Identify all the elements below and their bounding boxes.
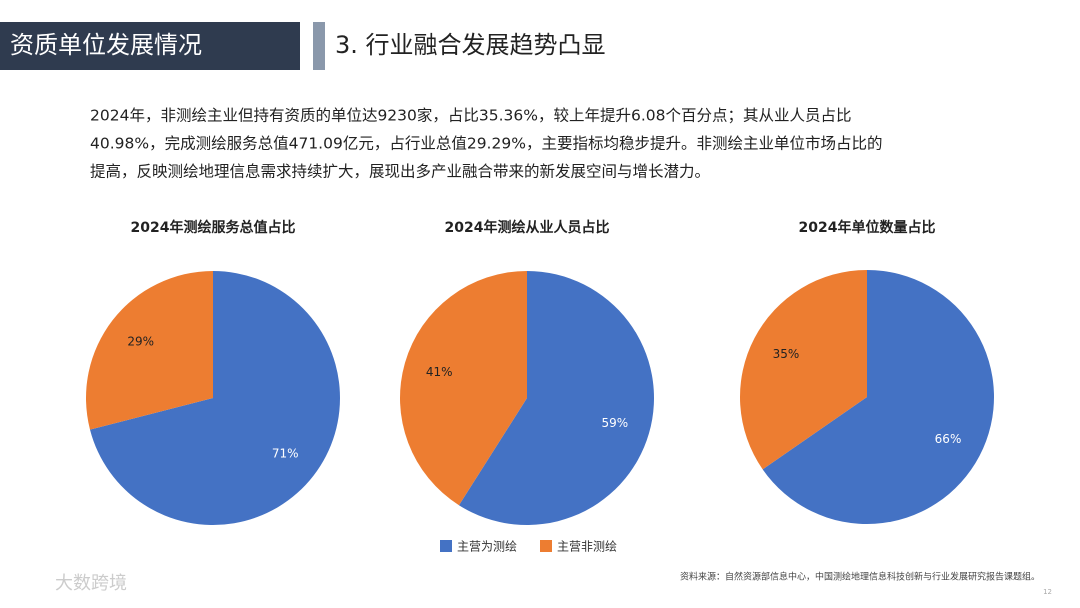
- paragraph-line: 40.98%，完成测绘服务总值471.09亿元，占行业总值29.29%，主要指标…: [90, 135, 882, 153]
- chart-title: 2024年测绘服务总值占比: [131, 219, 296, 236]
- paragraph-line: 提高，反映测绘地理信息需求持续扩大，展现出多产业融合带来的新发展空间与增长潜力。: [90, 163, 710, 181]
- data-label: 59%: [601, 416, 628, 430]
- data-label: 71%: [272, 447, 299, 461]
- pie-slice: [762, 270, 994, 524]
- legend-swatch: [540, 540, 552, 552]
- pie-slice: [740, 270, 867, 470]
- data-label: 41%: [426, 365, 453, 379]
- pie-slice: [400, 271, 527, 506]
- section-label: 资质单位发展情况: [10, 31, 202, 59]
- data-label: 66%: [935, 432, 962, 446]
- watermark: 大数跨境: [55, 573, 127, 594]
- source-note: 资料来源：自然资源部信息中心，中国测绘地理信息科技创新与行业发展研究报告课题组。: [680, 571, 1040, 583]
- chart-title: 2024年测绘从业人员占比: [445, 219, 610, 236]
- data-label: 29%: [127, 334, 154, 348]
- legend-swatch: [440, 540, 452, 552]
- legend-label: 主营为测绘: [457, 539, 517, 554]
- data-label: 35%: [773, 347, 800, 361]
- pie-slice: [85, 271, 213, 430]
- chart-title: 2024年单位数量占比: [799, 219, 936, 236]
- pie-slice: [458, 271, 654, 525]
- pie-slice: [89, 271, 341, 525]
- legend-label: 主营非测绘: [557, 539, 617, 554]
- page-number: 12: [1043, 588, 1052, 596]
- title-bar: [313, 22, 325, 70]
- slide-title: 3. 行业融合发展趋势凸显: [335, 31, 606, 59]
- section-box: [0, 22, 300, 70]
- paragraph-line: 2024年，非测绘主业但持有资质的单位达9230家，占比35.36%，较上年提升…: [90, 107, 852, 125]
